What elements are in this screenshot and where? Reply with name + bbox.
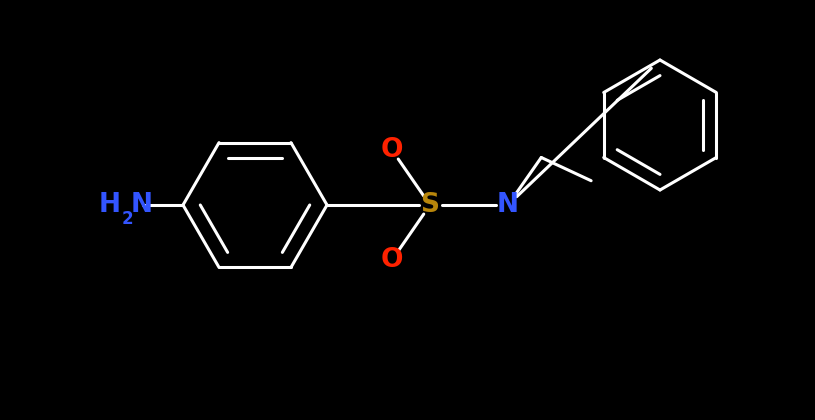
Text: N: N [131,192,153,218]
Text: H: H [99,192,121,218]
Text: N: N [497,192,519,218]
Text: O: O [381,247,403,273]
Text: O: O [381,137,403,163]
Text: S: S [421,192,439,218]
Text: 2: 2 [122,210,134,228]
